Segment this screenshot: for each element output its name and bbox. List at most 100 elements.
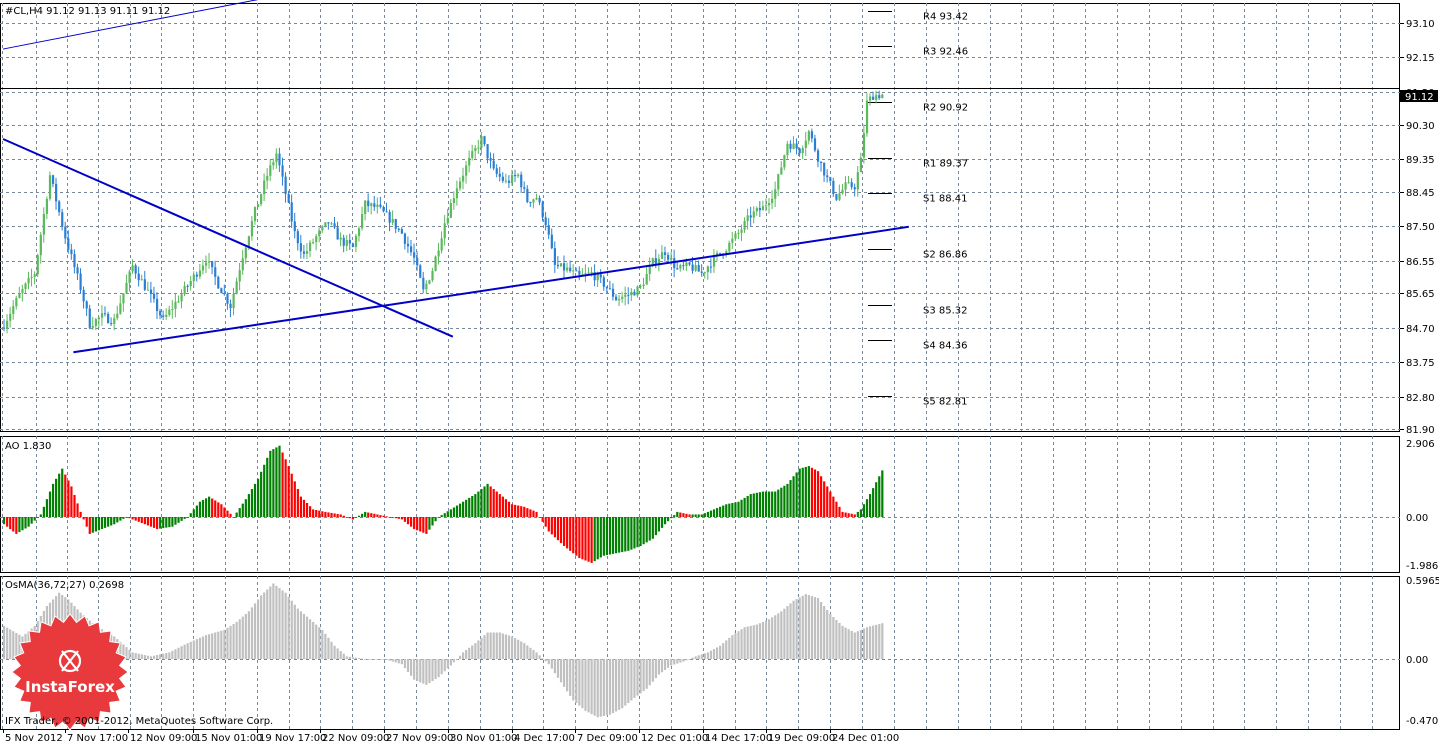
candle-body bbox=[419, 265, 422, 278]
candle-body bbox=[397, 228, 400, 230]
osma-tick-label: -0.4709 bbox=[1406, 716, 1439, 727]
ao-bar bbox=[345, 517, 348, 518]
osma-bar bbox=[15, 632, 18, 659]
ao-bar bbox=[847, 513, 850, 517]
osma-bar bbox=[119, 641, 122, 659]
ao-bar bbox=[483, 486, 486, 517]
candle-body bbox=[33, 274, 36, 277]
ao-bar bbox=[578, 517, 581, 559]
candle-body bbox=[413, 252, 416, 258]
osma-bar bbox=[777, 613, 780, 659]
candle-body bbox=[853, 187, 856, 190]
ao-bar bbox=[195, 505, 198, 517]
osma-bar bbox=[318, 627, 321, 659]
osma-bar bbox=[813, 597, 817, 659]
candle-body bbox=[868, 96, 872, 101]
osma-bar bbox=[260, 595, 263, 659]
ao-bar bbox=[131, 517, 134, 520]
osma-bar bbox=[174, 649, 177, 659]
price-tick-label: 87.50 bbox=[1406, 222, 1435, 233]
ao-bar bbox=[621, 517, 624, 553]
ao-bar bbox=[758, 492, 762, 517]
time-tick-label: 4 Dec 17:00 bbox=[514, 733, 575, 744]
osma-bar bbox=[388, 659, 391, 661]
osma-bar bbox=[590, 659, 593, 715]
osma-bar bbox=[639, 659, 642, 694]
ao-bar bbox=[409, 517, 413, 527]
ao-bar bbox=[354, 517, 358, 518]
price-tick-label: 86.55 bbox=[1406, 257, 1435, 268]
ao-bar bbox=[458, 503, 462, 517]
candle-body bbox=[336, 227, 339, 240]
ao-bar bbox=[186, 517, 189, 518]
osma-bar bbox=[290, 600, 293, 659]
osma-bar bbox=[189, 641, 192, 659]
ao-bar bbox=[514, 504, 517, 517]
ao-bar bbox=[165, 517, 168, 528]
candle-body bbox=[761, 206, 765, 211]
ao-bar bbox=[152, 517, 156, 528]
candle-body bbox=[477, 147, 480, 149]
osma-bar bbox=[336, 648, 339, 659]
ao-bar bbox=[122, 517, 125, 519]
candle-body bbox=[514, 174, 517, 177]
candle-body bbox=[281, 165, 284, 177]
candle-body bbox=[856, 172, 859, 190]
osma-bar bbox=[3, 625, 6, 659]
ao-bar bbox=[743, 497, 746, 517]
candle-body bbox=[284, 176, 287, 194]
candle-body bbox=[526, 188, 529, 203]
ao-bar bbox=[590, 517, 593, 563]
candle-body bbox=[495, 168, 498, 174]
candle-body bbox=[122, 293, 125, 304]
ao-bar bbox=[275, 447, 278, 517]
candle-body bbox=[847, 182, 850, 184]
osma-bar bbox=[253, 603, 257, 659]
price-candles[interactable] bbox=[3, 90, 884, 334]
ao-bar bbox=[572, 517, 575, 554]
candle-body bbox=[676, 268, 679, 270]
candle-body bbox=[694, 265, 697, 271]
time-tick-label: 14 Dec 17:00 bbox=[705, 733, 772, 744]
osma-bar bbox=[504, 634, 508, 659]
pivot-label-s5: S5 82.81 bbox=[923, 397, 968, 408]
ao-bar bbox=[97, 517, 101, 531]
candle-body bbox=[165, 314, 168, 317]
candle-body bbox=[850, 182, 853, 188]
candle-body bbox=[449, 203, 452, 218]
candle-body bbox=[91, 326, 94, 328]
candle-body bbox=[58, 201, 61, 213]
candle-body bbox=[865, 100, 869, 134]
candle-body bbox=[55, 183, 58, 202]
osma-bar bbox=[143, 655, 146, 659]
ao-title: AO 1.830 bbox=[5, 441, 51, 452]
trendlines[interactable] bbox=[2, 0, 909, 354]
ao-bar bbox=[269, 450, 272, 517]
osma-bar bbox=[728, 637, 731, 659]
osma-bar bbox=[615, 659, 618, 712]
osma-bar bbox=[517, 639, 520, 659]
ao-bar bbox=[171, 517, 174, 527]
instaforex-logo: InstaForex bbox=[11, 613, 129, 731]
ao-bar bbox=[91, 517, 94, 533]
ao-bar bbox=[440, 515, 443, 517]
candle-body bbox=[119, 303, 122, 314]
osma-bar bbox=[134, 653, 137, 659]
osma-bar bbox=[452, 659, 456, 663]
ao-bar bbox=[872, 488, 875, 517]
candle-body bbox=[486, 144, 489, 159]
ao-bar bbox=[339, 514, 342, 517]
ao-bar bbox=[315, 509, 318, 517]
candle-body bbox=[688, 262, 691, 265]
time-tick-label: 19 Dec 09:00 bbox=[768, 733, 835, 744]
candle-body bbox=[550, 234, 553, 249]
candle-body bbox=[315, 236, 318, 243]
ao-bar bbox=[541, 517, 544, 522]
trendline-1 bbox=[2, 138, 454, 338]
ao-bar bbox=[61, 468, 64, 517]
candle-body bbox=[792, 143, 795, 149]
candle-body bbox=[211, 261, 214, 268]
ao-bar bbox=[608, 517, 612, 555]
ao-bar bbox=[367, 512, 370, 517]
